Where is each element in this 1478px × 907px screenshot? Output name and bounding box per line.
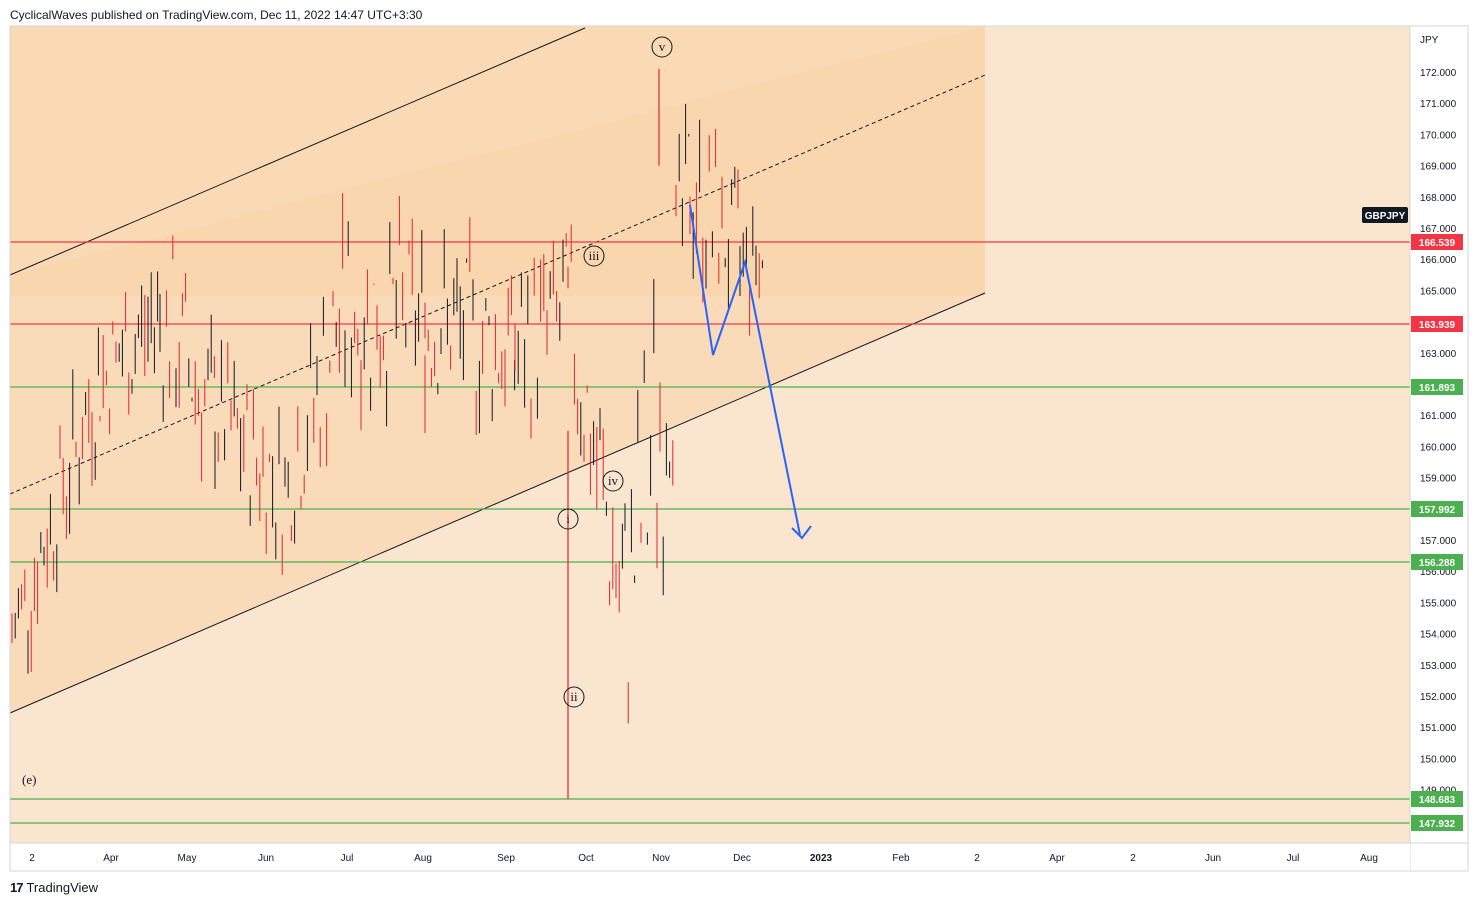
price-tick-label: 159.000 [1420, 474, 1457, 485]
price-level-tag [1411, 234, 1463, 250]
time-tick-label: Aug [1360, 853, 1378, 864]
price-tick-label: 168.000 [1420, 193, 1457, 204]
channel-fill [10, 26, 985, 713]
time-tick-label: Sep [497, 853, 515, 864]
tradingview-footer[interactable]: 17 TradingView [10, 880, 98, 895]
wave-label-circle [602, 470, 624, 492]
price-level-tag-label: 166.539 [1419, 238, 1456, 249]
wave-label: ii [570, 689, 578, 704]
wave-label-circle [583, 245, 605, 267]
tradingview-brand: TradingView [26, 880, 99, 895]
price-level-tag [1411, 791, 1463, 807]
price-tick-label: 163.000 [1420, 349, 1457, 360]
price-level-tag-label: 163.939 [1419, 320, 1456, 331]
price-tick-label: 160.000 [1420, 442, 1457, 453]
price-tick-label: 157.000 [1420, 536, 1457, 547]
time-tick-label: 2 [974, 853, 980, 864]
price-level-tag [1411, 316, 1463, 332]
wave-label: iii [589, 248, 600, 263]
wave-label: v [659, 39, 666, 54]
publish-header: CyclicalWaves published on TradingView.c… [10, 8, 423, 22]
time-axis [10, 843, 1410, 871]
price-tick-label: 165.000 [1420, 286, 1457, 297]
price-level-tag [1411, 554, 1463, 570]
price-tick-label: 170.000 [1420, 130, 1457, 141]
time-tick-label: Apr [1049, 853, 1065, 864]
time-tick-label: Apr [103, 853, 119, 864]
price-tick-label: 155.000 [1420, 598, 1457, 609]
chart-frame [9, 25, 1469, 872]
time-tick-label: Jun [258, 853, 274, 864]
price-tick-label: 152.000 [1420, 692, 1457, 703]
channel-median-line [9, 74, 986, 495]
time-tick-label: 2 [29, 853, 35, 864]
price-level-tag [1411, 815, 1463, 831]
price-tick-label: 161.000 [1420, 411, 1457, 422]
channel-upper-line [9, 27, 586, 276]
price-tick-label: 156.000 [1420, 567, 1457, 578]
time-tick-label: Jul [341, 853, 354, 864]
price-level-tag-label: 148.683 [1419, 795, 1456, 806]
time-tick-label: Aug [414, 853, 432, 864]
time-tick-label: May [178, 853, 197, 864]
price-level-tag-label: 161.893 [1419, 383, 1456, 394]
price-axis [1410, 26, 1468, 843]
time-tick-label: 2 [1130, 853, 1136, 864]
price-level-tag [1411, 501, 1463, 517]
wave-label: i [566, 511, 570, 526]
time-tick-label: 2023 [810, 853, 833, 864]
time-tick-label: Jun [1205, 853, 1221, 864]
price-tick-label: 150.000 [1420, 754, 1457, 765]
price-level-tag-label: 156.288 [1419, 558, 1456, 569]
wave-label-circle [651, 36, 673, 58]
time-tick-label: Dec [733, 853, 751, 864]
symbol-tag [1362, 207, 1408, 223]
price-tick-label: 172.000 [1420, 68, 1457, 79]
price-tick-label: 167.000 [1420, 224, 1457, 235]
price-tick-label: 151.000 [1420, 723, 1457, 734]
wave-label-circle [563, 686, 585, 708]
time-tick-label: Nov [652, 853, 670, 864]
symbol-tag-label: GBPJPY [1365, 211, 1406, 222]
price-tick-label: 171.000 [1420, 99, 1457, 110]
price-tick-label: 153.000 [1420, 661, 1457, 672]
wave-label-circle [557, 508, 579, 530]
wave-label: iv [608, 473, 619, 488]
tradingview-logo-icon: 17 [10, 880, 24, 895]
projection-path [689, 204, 801, 536]
price-tick-label: 166.000 [1420, 255, 1457, 266]
time-tick-label: Jul [1287, 853, 1300, 864]
time-tick-label: Feb [892, 853, 910, 864]
channel-lower-line [9, 292, 986, 714]
price-level-tag [1411, 379, 1463, 395]
wave-label-e: (e) [22, 772, 36, 787]
price-tick-label: 154.000 [1420, 630, 1457, 641]
price-level-tag-label: 147.932 [1419, 819, 1456, 830]
projection-arrowhead-icon [791, 525, 812, 540]
time-tick-label: Oct [578, 853, 594, 864]
currency-label: JPY [1420, 35, 1439, 46]
price-tick-label: 169.000 [1420, 162, 1457, 173]
price-level-tag-label: 157.992 [1419, 505, 1456, 516]
